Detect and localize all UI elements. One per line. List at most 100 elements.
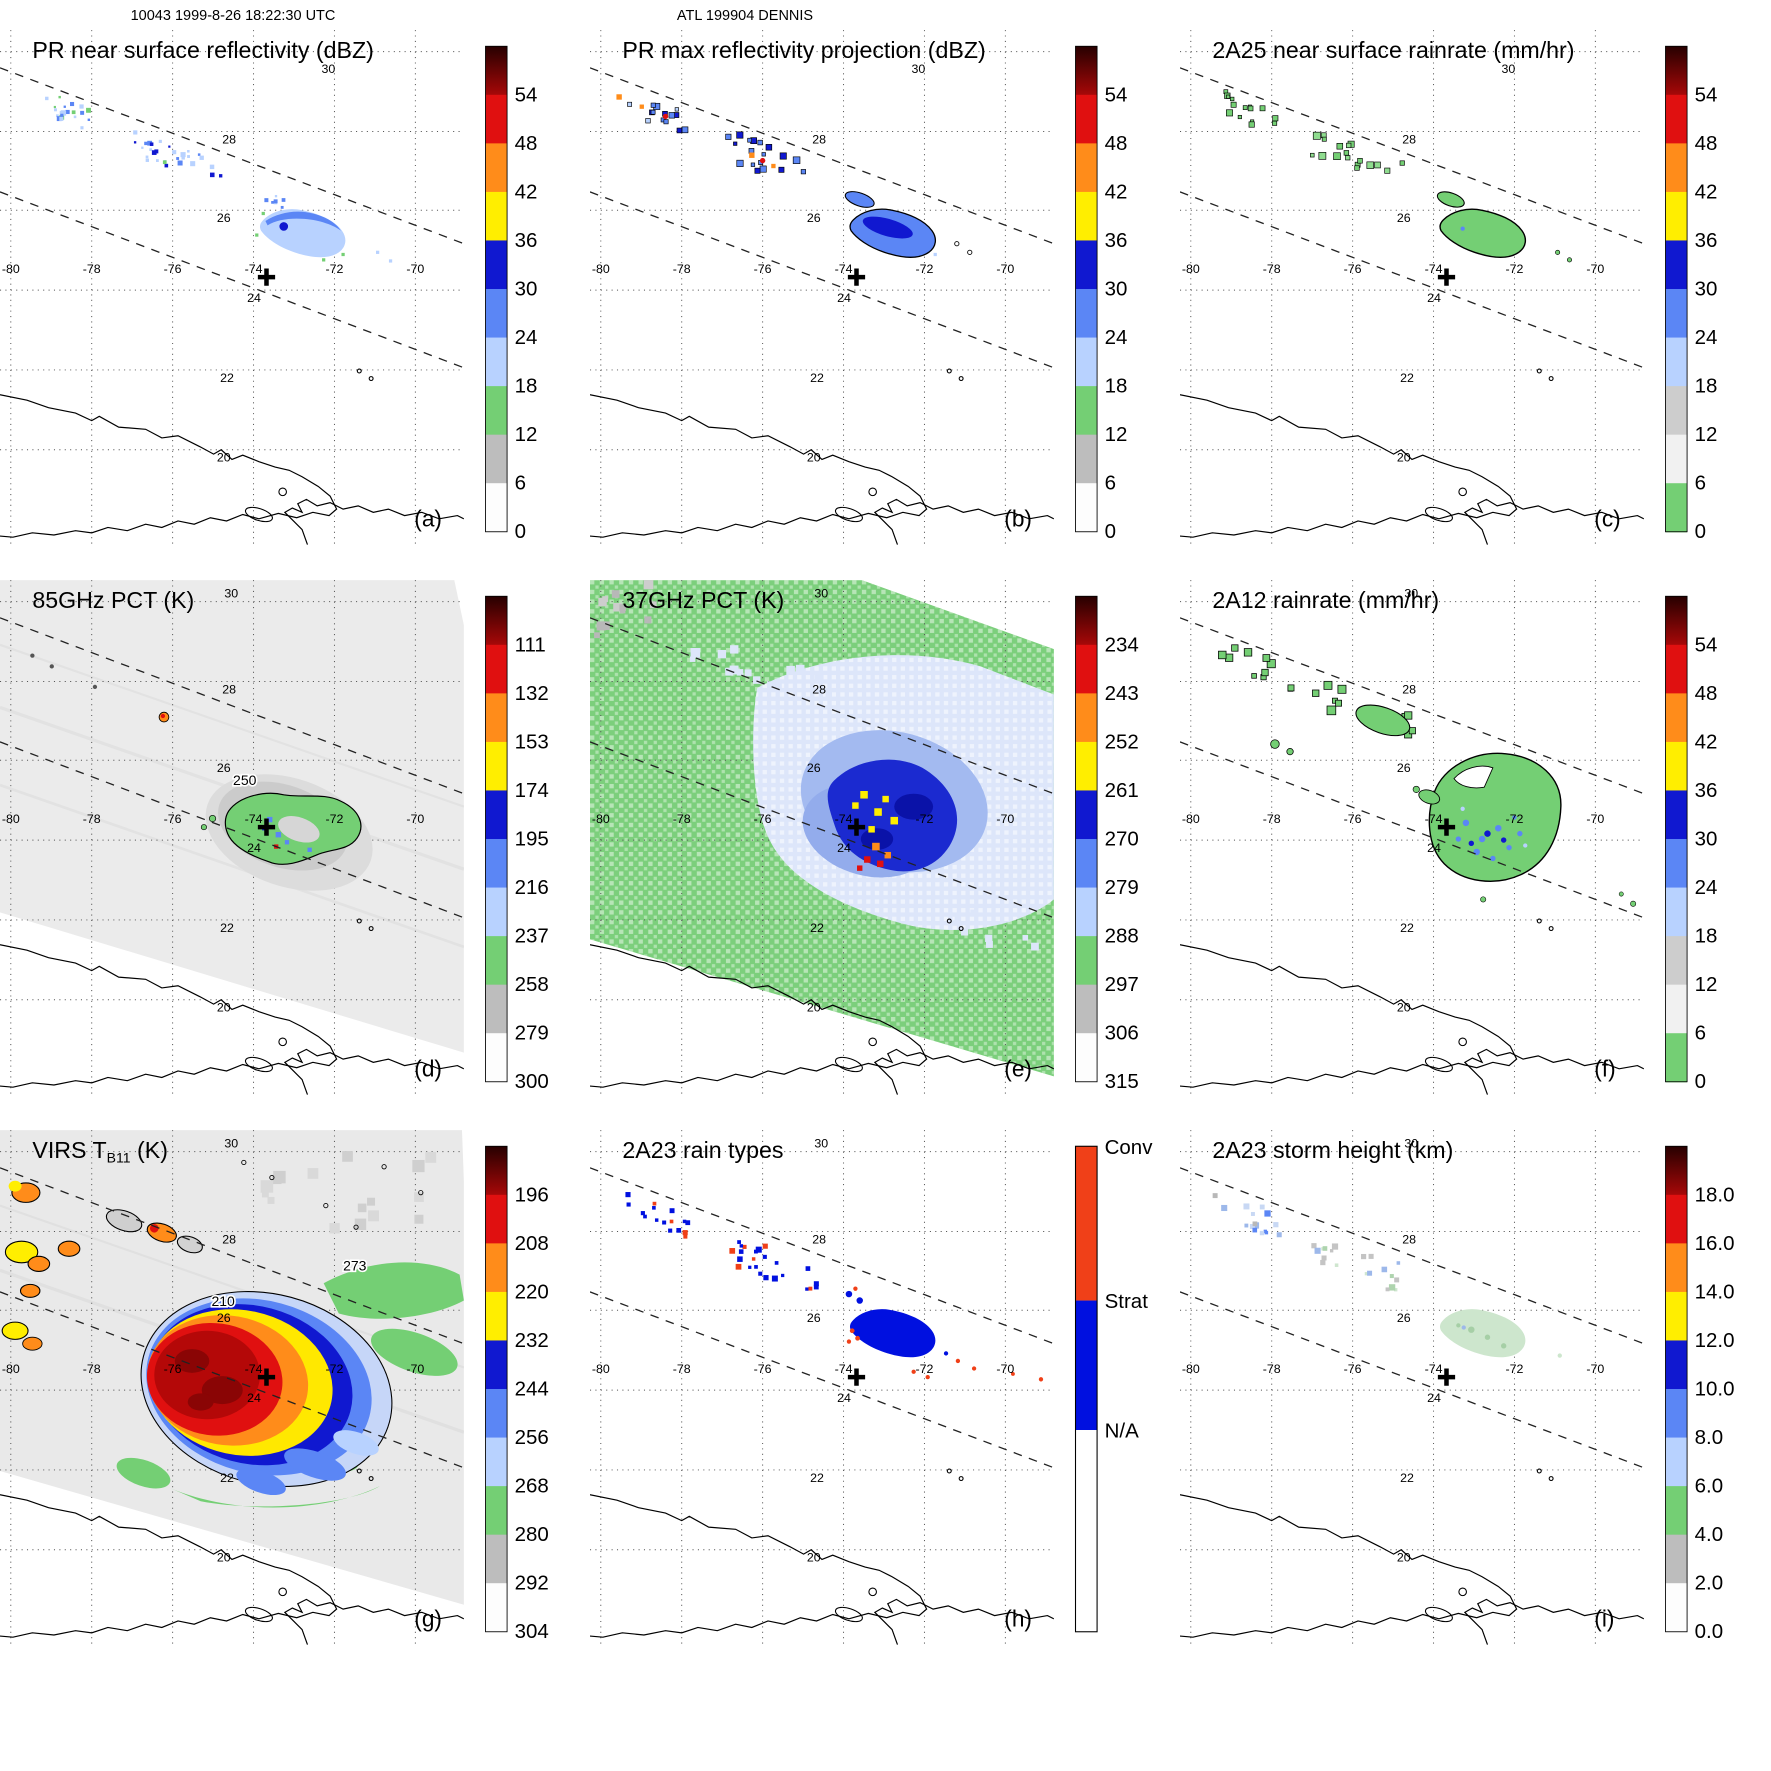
colorbar-segment (485, 1583, 508, 1633)
data-speck (49, 664, 54, 669)
data-pixel (676, 1227, 682, 1233)
data-speck (1618, 891, 1624, 897)
data-pixel (613, 602, 622, 612)
data-speck (269, 1174, 275, 1181)
inagua-island (1424, 506, 1453, 523)
data-pixel (1381, 1266, 1388, 1273)
data-pixel (690, 647, 701, 658)
cuba-coastline (590, 394, 928, 538)
lon-label: -70 (406, 812, 424, 826)
colorbar-tick-label: 54 (515, 83, 538, 106)
swath-edge-lines (589, 617, 1055, 919)
swath-edge-lines (0, 1167, 465, 1469)
data-speck (1506, 844, 1512, 851)
geo-labels: -80 -78 -76 -74 -72 -70 30 28 26 24 22 20 (592, 1136, 1015, 1564)
data-pixel (1264, 1210, 1271, 1217)
data-pixel (730, 645, 739, 654)
panel-letter: (d) (414, 1055, 442, 1081)
inagua-island (834, 1056, 863, 1073)
data-blob (22, 1336, 43, 1351)
data-pixel (56, 116, 62, 122)
data-pixel (164, 163, 169, 168)
colorbar-segment (485, 936, 508, 986)
colorbar-frame (485, 595, 508, 1083)
lon-label: -70 (996, 812, 1014, 826)
colorbar-tick-label: 258 (515, 973, 549, 996)
data-pixel (676, 127, 683, 134)
lon-label: -78 (83, 1362, 101, 1376)
lon-label: -74 (245, 262, 263, 276)
data-pixel (970, 909, 977, 917)
small-island (356, 1468, 362, 1474)
lat-label: 22 (1400, 921, 1414, 935)
swath-edge-south (589, 191, 1055, 369)
data-pixel (1331, 1243, 1339, 1250)
swath-edge-north (0, 617, 465, 795)
data-pixel (786, 665, 795, 675)
data-pixel (1225, 653, 1234, 662)
data-speck (160, 713, 166, 719)
data-speck (853, 1286, 858, 1291)
colorbar-segment (485, 94, 508, 144)
lat-label: 30 (1404, 1136, 1418, 1150)
lon-label: -80 (592, 812, 610, 826)
colorbar-tick-label: 18 (1695, 925, 1718, 948)
colorbar-segment (1075, 1033, 1098, 1083)
lon-label: -76 (754, 1362, 772, 1376)
colorbar-segment (1665, 1146, 1688, 1196)
data-pixel (808, 1286, 813, 1291)
colorbar-segment (1665, 1534, 1688, 1584)
data-blob (8, 1180, 22, 1192)
data-speck (849, 1328, 855, 1334)
lat-label: 22 (220, 371, 234, 385)
data-speck (1495, 824, 1502, 832)
colorbar-segment (1075, 337, 1098, 387)
data-pixel (685, 1220, 691, 1226)
coastlines (1180, 368, 1644, 545)
colorbar-tick-label: 6 (1105, 472, 1116, 495)
lat-label: 28 (1402, 132, 1416, 146)
colorbar-tick-label: 16.0 (1695, 1232, 1735, 1255)
colorbar-tick-label: 292 (515, 1572, 549, 1595)
colorbar-segment (1665, 1437, 1688, 1487)
data-pixel (1249, 1223, 1255, 1229)
colorbar-tick-label: 216 (515, 876, 549, 899)
data-pixel (1361, 1253, 1367, 1260)
data-speck (911, 1369, 916, 1374)
streak-line (0, 643, 464, 808)
lat-label: 22 (220, 921, 234, 935)
colorbar-segment (485, 644, 508, 694)
colorbar-class-label: Conv (1105, 1136, 1154, 1159)
data-pixel (1259, 1230, 1265, 1236)
lon-label: -80 (2, 262, 20, 276)
cuba-coastline (0, 1494, 338, 1638)
panel-title: VIRS TB11 (K) (32, 1137, 168, 1165)
lon-label: -72 (915, 812, 933, 826)
data-pixel (1022, 935, 1029, 941)
colorbar-segment (1665, 1340, 1688, 1390)
data-pixel (1320, 1259, 1326, 1266)
lat-label: 28 (1402, 682, 1416, 696)
data-pixel (737, 1256, 743, 1262)
colorbar-tick-label: 18 (515, 375, 538, 398)
lat-label: 24 (1427, 841, 1441, 855)
data-pixel (779, 152, 787, 160)
data-field (1223, 89, 1572, 263)
colorbar-segment (485, 1437, 508, 1487)
hispaniola-coastline (873, 1598, 1054, 1645)
data-blob (862, 216, 913, 239)
colorbar-tick-label: 12.0 (1695, 1329, 1735, 1352)
lat-label: 26 (807, 1311, 821, 1325)
colorbar-tick-label: 2.0 (1695, 1572, 1723, 1595)
data-speck (1490, 855, 1496, 862)
hispaniola-coastline (873, 1048, 1054, 1095)
colorbar: 234 243 252 261 270 279 288 297 306 315 (1075, 595, 1139, 1093)
data-pixel (1243, 648, 1253, 657)
data-pixel (1323, 680, 1333, 690)
data-pixel (341, 252, 345, 257)
panel-letter: (a) (414, 505, 442, 531)
colorbar-tick-label: 132 (515, 682, 549, 705)
data-pixel (155, 159, 159, 162)
data-pixel (274, 194, 278, 198)
data-pixel (725, 133, 732, 140)
